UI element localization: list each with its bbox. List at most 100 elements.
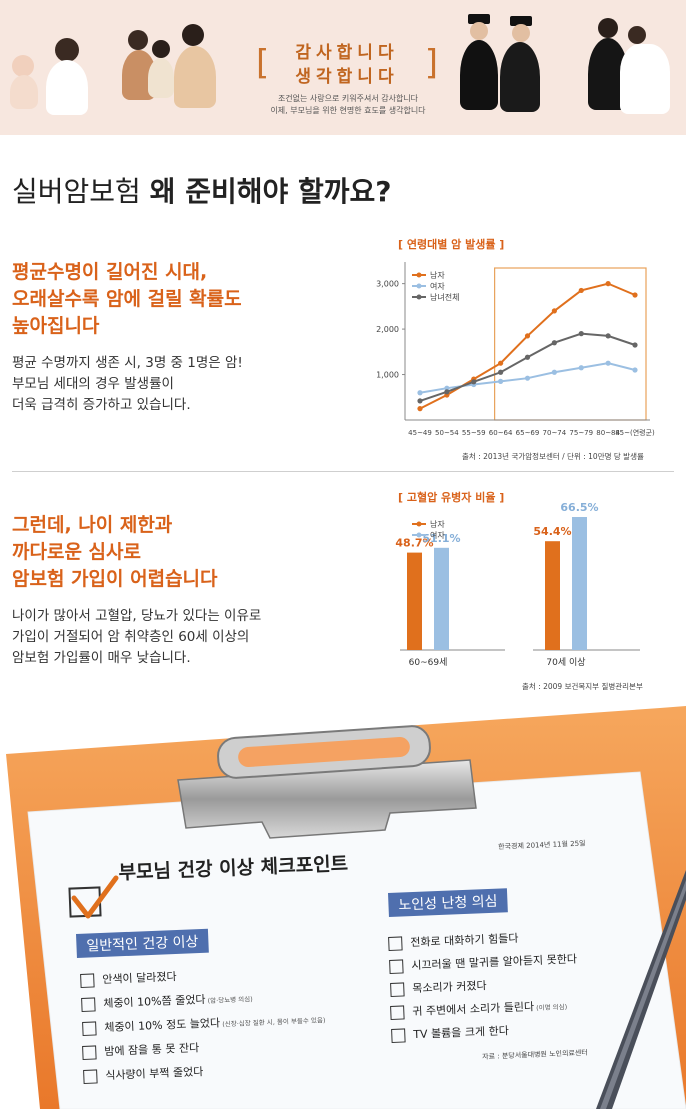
bar-value-label: 66.5% <box>560 501 598 514</box>
checklist-item-note: (암·당뇨병 의심) <box>205 995 253 1006</box>
banner-sub-line-2: 이제, 부모님을 위한 현명한 효도를 생각합니다 <box>270 106 426 115</box>
checkbox[interactable] <box>388 959 404 974</box>
series-line <box>419 362 636 394</box>
data-point <box>524 375 531 381</box>
checkbox[interactable] <box>81 1021 97 1036</box>
data-point <box>632 367 638 373</box>
section1-body-line: 더욱 급격히 증가하고 있습니다. <box>12 397 191 413</box>
checklist-item: 체중이 10%쯤 줄었다 (암·당뇨병 의심) <box>80 989 253 1012</box>
section2-heading: 그런데, 나이 제한과 까다로운 심사로 암보험 가입이 어렵습니다 <box>12 512 218 593</box>
section1-heading: 평균수명이 길어진 시대, 오래살수록 암에 걸릴 확률도 높아집니다 <box>12 259 242 340</box>
bar <box>572 517 587 650</box>
bar <box>545 541 560 650</box>
checkbox[interactable] <box>388 936 403 951</box>
data-point <box>417 398 423 404</box>
checklist-item: 안색이 달라졌다 <box>80 968 177 988</box>
data-point <box>551 340 557 346</box>
checkbox[interactable] <box>80 973 95 988</box>
highlight-box <box>494 267 647 421</box>
section2-heading-line: 그런데, 나이 제한과 <box>12 514 173 536</box>
page-title: 실버암보험 왜 준비해야 할까요? <box>12 170 392 210</box>
checkbox[interactable] <box>80 997 96 1012</box>
checklist-item-text: 체중이 10% 정도 늘었다 <box>103 1016 220 1035</box>
metal-clip-icon <box>177 725 477 839</box>
legend-label: 남자 <box>430 271 445 280</box>
x-tick-label: 65~69 <box>516 429 540 437</box>
legend-label: 여자 <box>430 281 445 291</box>
y-tick-label: 3,000 <box>376 280 399 289</box>
checkbox[interactable] <box>391 1028 406 1043</box>
section2-heading-line: 까다로운 심사로 <box>12 541 141 563</box>
y-tick-label: 2,000 <box>376 325 399 334</box>
thanks-box: [ ] 감사합니다 생각합니다 <box>256 36 438 90</box>
checklist-item-note: (신장·심장 질환 시, 몸이 부을수 있음) <box>219 1016 326 1029</box>
x-tick-label: 75~79 <box>569 429 593 437</box>
data-point <box>471 376 477 382</box>
clipboard-title: 부모님 건강 이상 체크포인트 <box>118 852 349 884</box>
checklist-item-text: 안색이 달라졌다 <box>102 970 177 987</box>
data-point <box>417 406 423 412</box>
x-tick-label: 85~(연령군) <box>615 429 655 437</box>
data-point <box>524 333 531 339</box>
checkmark-logo-icon <box>68 875 119 919</box>
section1-heading-line: 오래살수록 암에 걸릴 확률도 <box>12 288 242 310</box>
bar-chart-source: 출처 : 2009 보건복지부 질병관리본부 <box>522 682 643 691</box>
thanks-line-2: 생각합니다 <box>295 67 399 87</box>
data-point <box>605 360 611 366</box>
checklist-item-text: 체중이 10%쯤 줄었다 <box>102 993 206 1011</box>
bar-value-label: 48.7% <box>395 537 433 550</box>
section2-body-line: 나이가 많아서 고혈압, 당뇨가 있다는 이유로 <box>12 608 262 624</box>
pen-icon <box>596 870 686 1109</box>
checkbox[interactable] <box>82 1045 98 1060</box>
x-tick-label: 45~49 <box>408 429 432 437</box>
legend-marker <box>416 294 422 300</box>
checklist-item-text: 전화로 대화하기 힘들다 <box>410 931 519 950</box>
checklist-item-text: 시끄러울 땐 말귀를 알아듣지 못한다 <box>410 952 578 973</box>
page-title-part-2: 왜 준비해야 할까요? <box>149 175 392 208</box>
general-health-pill: 일반적인 건강 이상 <box>76 928 209 958</box>
section1-heading-line: 평균수명이 길어진 시대, <box>12 261 208 283</box>
bar-chart-title: [ 고혈압 유병자 비율 ] <box>398 491 505 504</box>
checklist-item: 밤에 잠을 통 못 잔다 <box>82 1039 200 1060</box>
checklist-item-note: (이명 의심) <box>534 1002 568 1013</box>
data-point <box>444 392 450 398</box>
checklist-item-text: 밤에 잠을 통 못 잔다 <box>104 1041 200 1059</box>
x-tick-label: 55~59 <box>462 429 486 437</box>
section1-body-line: 평균 수명까지 생존 시, 3명 중 1명은 암! <box>12 355 243 371</box>
x-tick-label: 60~64 <box>489 429 513 437</box>
section-divider <box>12 471 674 472</box>
legend-marker <box>416 283 422 289</box>
legend-label: 남자 <box>430 520 445 529</box>
series-line <box>419 332 636 402</box>
left-bracket-icon: [ <box>256 43 270 83</box>
legend-marker <box>416 532 422 538</box>
series-line <box>419 282 636 410</box>
checklist-item-text: 귀 주변에서 소리가 들린다 <box>412 1000 535 1019</box>
section2-body-line: 암보험 가입률이 매우 낮습니다. <box>12 650 191 666</box>
x-tick-label: 80~84 <box>596 429 620 437</box>
bar <box>434 547 449 650</box>
checklist-item: 전화로 대화하기 힘들다 <box>388 930 519 951</box>
hearing-loss-pill: 노인성 난청 의심 <box>388 888 508 917</box>
checklist-item-text: 식사량이 부쩍 줄었다 <box>105 1065 204 1083</box>
section1-heading-line: 높아집니다 <box>12 315 100 337</box>
checkbox[interactable] <box>389 982 405 997</box>
section2-body: 나이가 많아서 고혈압, 당뇨가 있다는 이유로 가입이 거절되어 암 취약층인… <box>12 606 261 669</box>
data-point <box>471 381 477 388</box>
checklist-item: 식사량이 부쩍 줄었다 <box>83 1063 204 1084</box>
checkbox[interactable] <box>390 1005 406 1020</box>
checklist-item: 목소리가 커졌다 <box>389 977 487 997</box>
right-bracket-icon: ] <box>424 43 438 83</box>
data-point <box>498 360 504 366</box>
data-point <box>605 333 611 339</box>
data-point <box>578 365 584 371</box>
x-tick-label: 70~74 <box>543 429 567 437</box>
y-tick-label: 1,000 <box>376 371 399 380</box>
data-point <box>417 390 423 396</box>
data-point <box>578 331 584 337</box>
line-chart-source: 출처 : 2013년 국가암정보센터 / 단위 : 10만명 당 발생률 <box>462 452 644 461</box>
bar <box>407 552 422 650</box>
checkbox[interactable] <box>83 1069 98 1084</box>
banner-sub-line-1: 조건없는 사랑으로 키워주셔서 감사합니다 <box>277 94 419 103</box>
legend-marker <box>416 272 422 278</box>
